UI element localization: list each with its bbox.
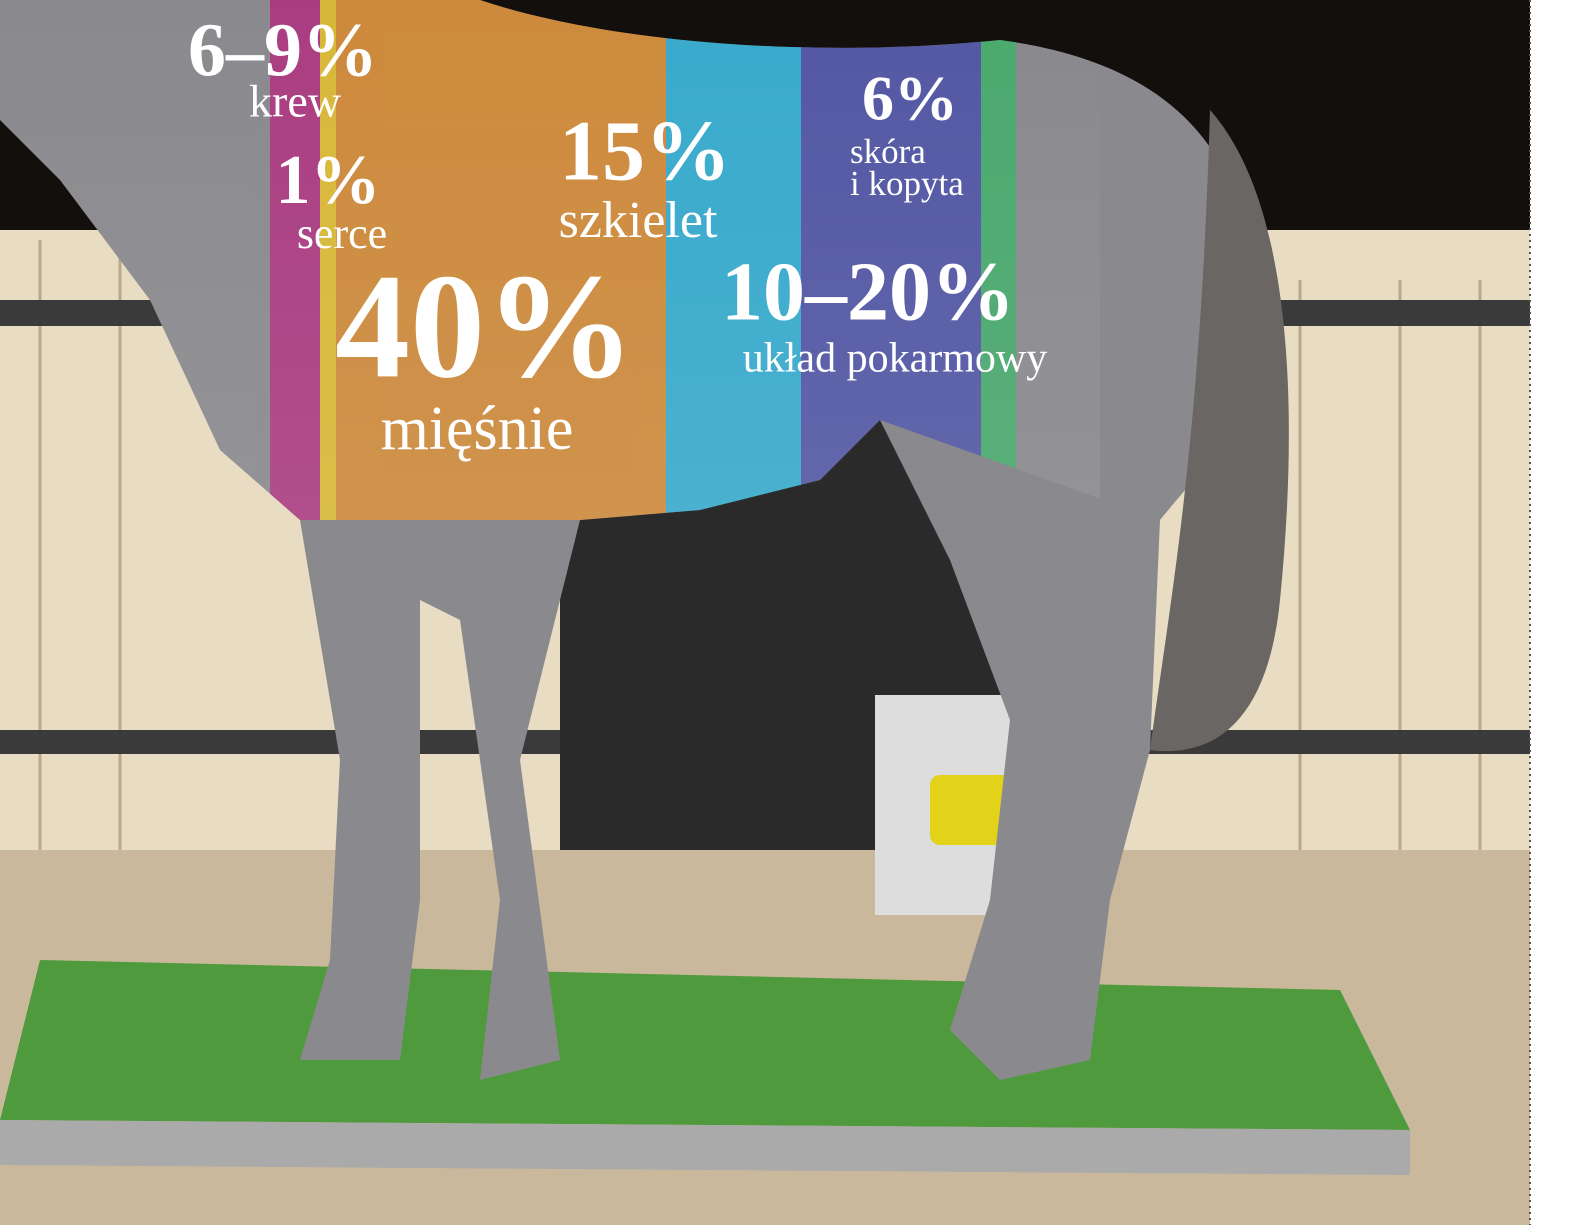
tissue: krew [249, 76, 342, 127]
tissue: układ pokarmowy [743, 336, 1047, 382]
photo: 6–9% krew 1% serce 40% mięśnie 15% szkie… [0, 0, 1588, 1225]
tissue: mięśnie [381, 395, 574, 463]
percent: 15% [559, 103, 731, 199]
percent: 40% [335, 243, 635, 409]
percent: 6% [862, 63, 958, 134]
tissue: i kopyta [850, 164, 964, 203]
tissue: szkielet [559, 192, 718, 249]
percent: 1% [276, 142, 381, 219]
percent: 10–20% [721, 245, 1015, 338]
page: 6–9% krew 1% serce 40% mięśnie 15% szkie… [0, 0, 1588, 1225]
